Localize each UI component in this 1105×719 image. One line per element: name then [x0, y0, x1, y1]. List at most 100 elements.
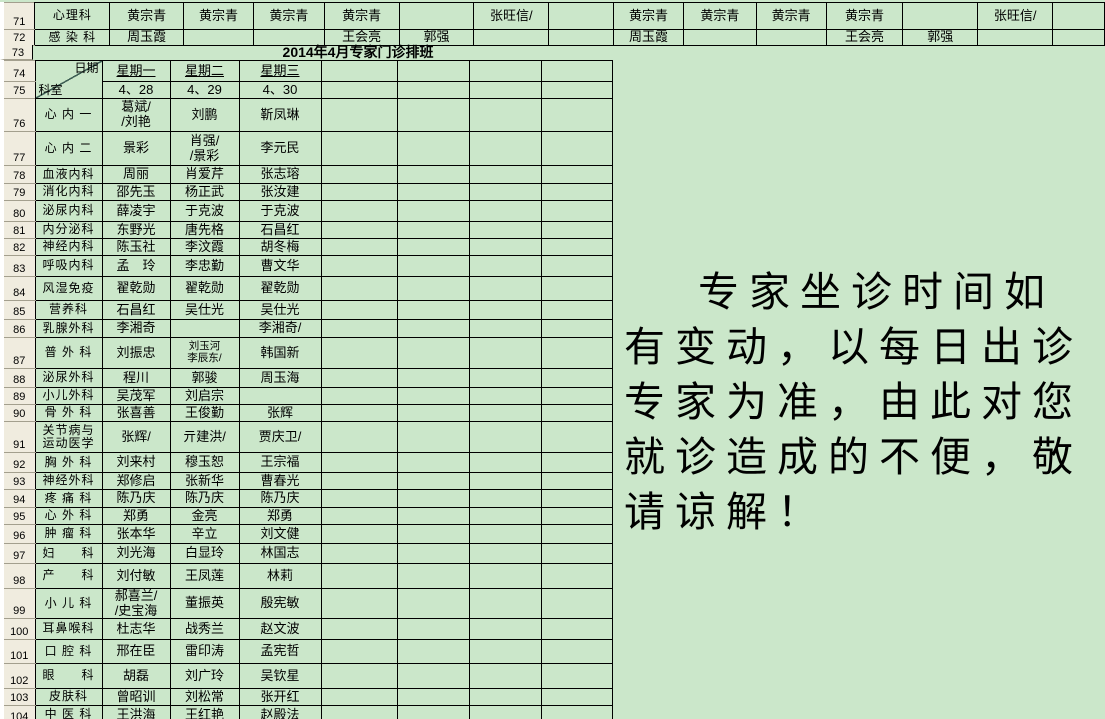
empty-cell[interactable]: [468, 543, 542, 564]
department-cell[interactable]: 消化内科: [34, 183, 103, 201]
day-header-cell[interactable]: 星期二: [169, 60, 240, 82]
schedule-cell[interactable]: 邵先玉: [101, 183, 171, 201]
empty-cell[interactable]: [396, 165, 470, 184]
schedule-cell[interactable]: [238, 387, 322, 405]
empty-cell[interactable]: [468, 404, 542, 422]
date-cell[interactable]: 4、29: [169, 81, 240, 99]
department-cell[interactable]: 泌尿内科: [34, 200, 103, 222]
empty-cell[interactable]: [320, 663, 398, 690]
empty-cell[interactable]: [320, 489, 398, 508]
department-cell[interactable]: 心理科: [34, 2, 111, 30]
empty-cell[interactable]: [540, 183, 613, 201]
schedule-cell[interactable]: 郑修启: [101, 472, 171, 490]
schedule-cell[interactable]: 周玉霞: [613, 29, 684, 46]
empty-cell[interactable]: [540, 404, 613, 422]
empty-cell[interactable]: [320, 705, 398, 719]
schedule-cell[interactable]: 张辉: [238, 404, 322, 422]
empty-cell[interactable]: [396, 452, 470, 473]
empty-cell[interactable]: [540, 81, 613, 99]
schedule-cell[interactable]: 曹春光: [238, 472, 322, 490]
empty-cell[interactable]: [468, 587, 542, 620]
schedule-cell[interactable]: 陈乃庆: [101, 489, 171, 508]
empty-cell[interactable]: [468, 452, 542, 473]
row-header[interactable]: 96: [0, 524, 36, 544]
empty-cell[interactable]: [540, 238, 613, 256]
row-header[interactable]: 103: [0, 688, 36, 707]
empty-cell[interactable]: [540, 489, 613, 508]
schedule-cell[interactable]: 吴茂军: [101, 387, 171, 405]
department-cell[interactable]: 神经内科: [34, 238, 103, 256]
department-cell[interactable]: 眼 科: [34, 663, 103, 690]
schedule-cell[interactable]: 程川: [101, 368, 171, 388]
empty-cell[interactable]: [540, 200, 613, 222]
department-cell[interactable]: 心 外 科: [34, 507, 103, 525]
schedule-cell[interactable]: 王宗福: [238, 452, 322, 473]
empty-cell[interactable]: [468, 183, 542, 201]
empty-cell[interactable]: [320, 337, 398, 369]
row-header[interactable]: 99: [0, 587, 36, 620]
schedule-cell[interactable]: 吴钦星: [238, 663, 322, 690]
empty-cell[interactable]: [320, 319, 398, 338]
schedule-cell[interactable]: 王俊勤: [169, 404, 240, 422]
row-header[interactable]: 100: [0, 618, 36, 641]
empty-cell[interactable]: [540, 507, 613, 525]
empty-cell[interactable]: [468, 472, 542, 490]
row-header[interactable]: 84: [0, 276, 36, 301]
schedule-cell[interactable]: 刘鹏: [169, 98, 240, 132]
schedule-cell[interactable]: 辛立: [169, 524, 240, 544]
schedule-cell[interactable]: 刘文健: [238, 524, 322, 544]
empty-cell[interactable]: [396, 524, 470, 544]
empty-cell[interactable]: [320, 368, 398, 388]
row-header[interactable]: 73: [0, 45, 33, 60]
schedule-cell[interactable]: 张辉/: [101, 421, 171, 453]
department-cell[interactable]: 心 内 一: [34, 98, 103, 132]
empty-cell[interactable]: [320, 60, 398, 82]
schedule-cell[interactable]: 靳凤琳: [238, 98, 322, 132]
schedule-cell[interactable]: 张本华: [101, 524, 171, 544]
empty-cell[interactable]: [468, 639, 542, 665]
schedule-cell[interactable]: 于克波: [169, 200, 240, 222]
schedule-cell[interactable]: 邢在臣: [101, 639, 171, 665]
schedule-cell[interactable]: [473, 29, 550, 46]
schedule-cell[interactable]: 金亮: [169, 507, 240, 525]
empty-cell[interactable]: [396, 60, 470, 82]
empty-cell[interactable]: [396, 421, 470, 453]
schedule-cell[interactable]: 张新华: [169, 472, 240, 490]
schedule-cell[interactable]: 穆玉恕: [169, 452, 240, 473]
empty-cell[interactable]: [540, 60, 613, 82]
schedule-cell[interactable]: [183, 29, 254, 46]
schedule-cell[interactable]: 张旺信/: [977, 2, 1054, 30]
empty-cell[interactable]: [320, 618, 398, 641]
row-header[interactable]: 81: [0, 221, 36, 239]
empty-cell[interactable]: [540, 543, 613, 564]
empty-cell[interactable]: [396, 221, 470, 239]
empty-cell[interactable]: [468, 60, 542, 82]
empty-cell[interactable]: [468, 663, 542, 690]
empty-cell[interactable]: [468, 81, 542, 99]
department-cell[interactable]: 小儿外科: [34, 387, 103, 405]
department-cell[interactable]: 血液内科: [34, 165, 103, 184]
empty-cell[interactable]: [396, 276, 470, 301]
empty-cell[interactable]: [320, 639, 398, 665]
empty-cell[interactable]: [468, 387, 542, 405]
department-cell[interactable]: 骨 外 科: [34, 404, 103, 422]
schedule-cell[interactable]: 翟乾勋: [101, 276, 171, 301]
schedule-cell[interactable]: 翟乾勋: [169, 276, 240, 301]
row-header[interactable]: 72: [0, 29, 36, 46]
schedule-cell[interactable]: 石昌红: [101, 300, 171, 320]
schedule-cell[interactable]: [252, 29, 325, 46]
empty-cell[interactable]: [320, 688, 398, 707]
schedule-cell[interactable]: 曾昭训: [101, 688, 171, 707]
schedule-cell[interactable]: 黄宗青: [252, 2, 325, 30]
row-header[interactable]: 83: [0, 255, 36, 277]
row-header[interactable]: 85: [0, 300, 36, 320]
schedule-cell[interactable]: 张旺信/: [473, 2, 550, 30]
empty-cell[interactable]: [320, 165, 398, 184]
row-header[interactable]: 101: [0, 639, 36, 665]
empty-cell[interactable]: [320, 387, 398, 405]
empty-cell[interactable]: [468, 489, 542, 508]
empty-cell[interactable]: [468, 131, 542, 166]
schedule-cell[interactable]: 孟宪哲: [238, 639, 322, 665]
empty-cell[interactable]: [468, 98, 542, 132]
schedule-cell[interactable]: 白显玲: [169, 543, 240, 564]
